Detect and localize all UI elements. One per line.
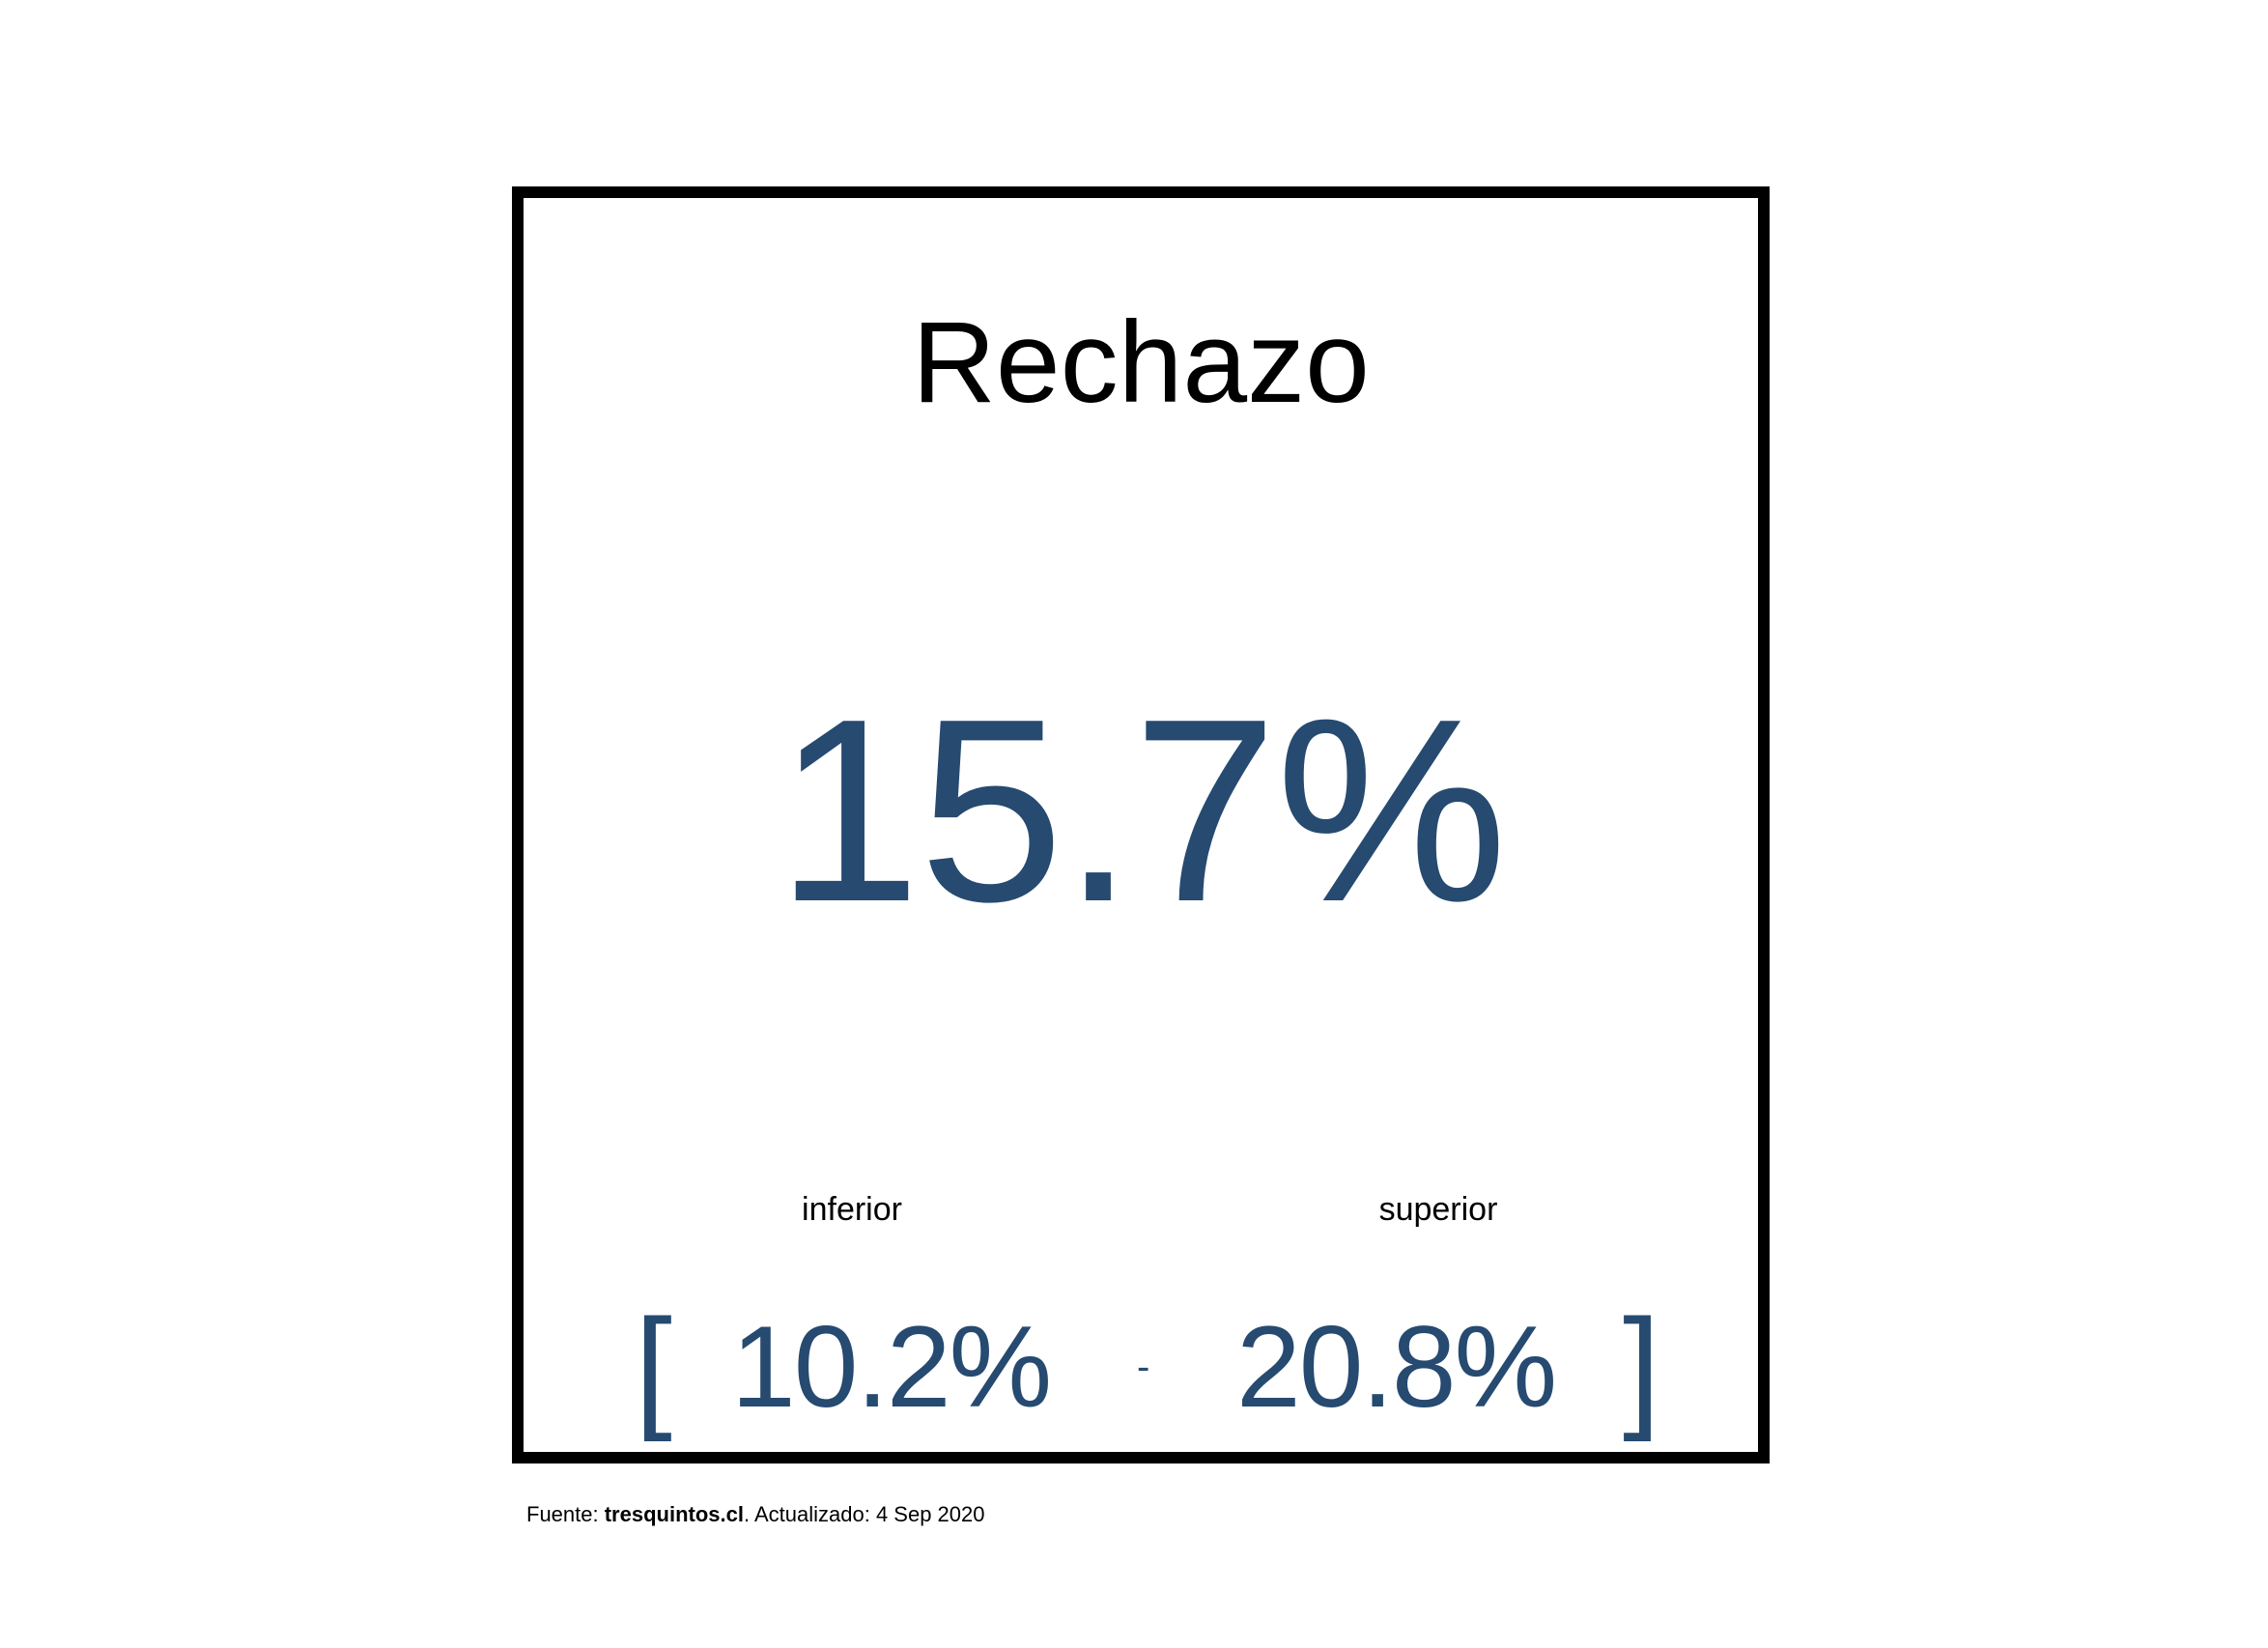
footer-updated: . Actualizado: 4 Sep 2020 bbox=[743, 1502, 985, 1526]
footer-prefix: Fuente: bbox=[526, 1502, 605, 1526]
card-title: Rechazo bbox=[912, 298, 1370, 427]
main-percentage: 15.7% bbox=[776, 666, 1508, 956]
footer-source-link: tresquintos.cl bbox=[604, 1502, 744, 1526]
lower-bound-value: 10.2% bbox=[731, 1302, 1052, 1432]
stat-card: Rechazo 15.7% inferior superior [ 10.2% … bbox=[512, 186, 1770, 1463]
open-bracket: [ bbox=[635, 1291, 672, 1442]
upper-bound-value: 20.8% bbox=[1236, 1302, 1557, 1432]
close-bracket: ] bbox=[1623, 1291, 1660, 1442]
source-footer: Fuente: tresquintos.cl. Actualizado: 4 S… bbox=[526, 1502, 985, 1527]
upper-bound-label: superior bbox=[1378, 1191, 1498, 1228]
lower-bound-label: inferior bbox=[802, 1191, 902, 1228]
range-separator: - bbox=[1137, 1346, 1150, 1388]
